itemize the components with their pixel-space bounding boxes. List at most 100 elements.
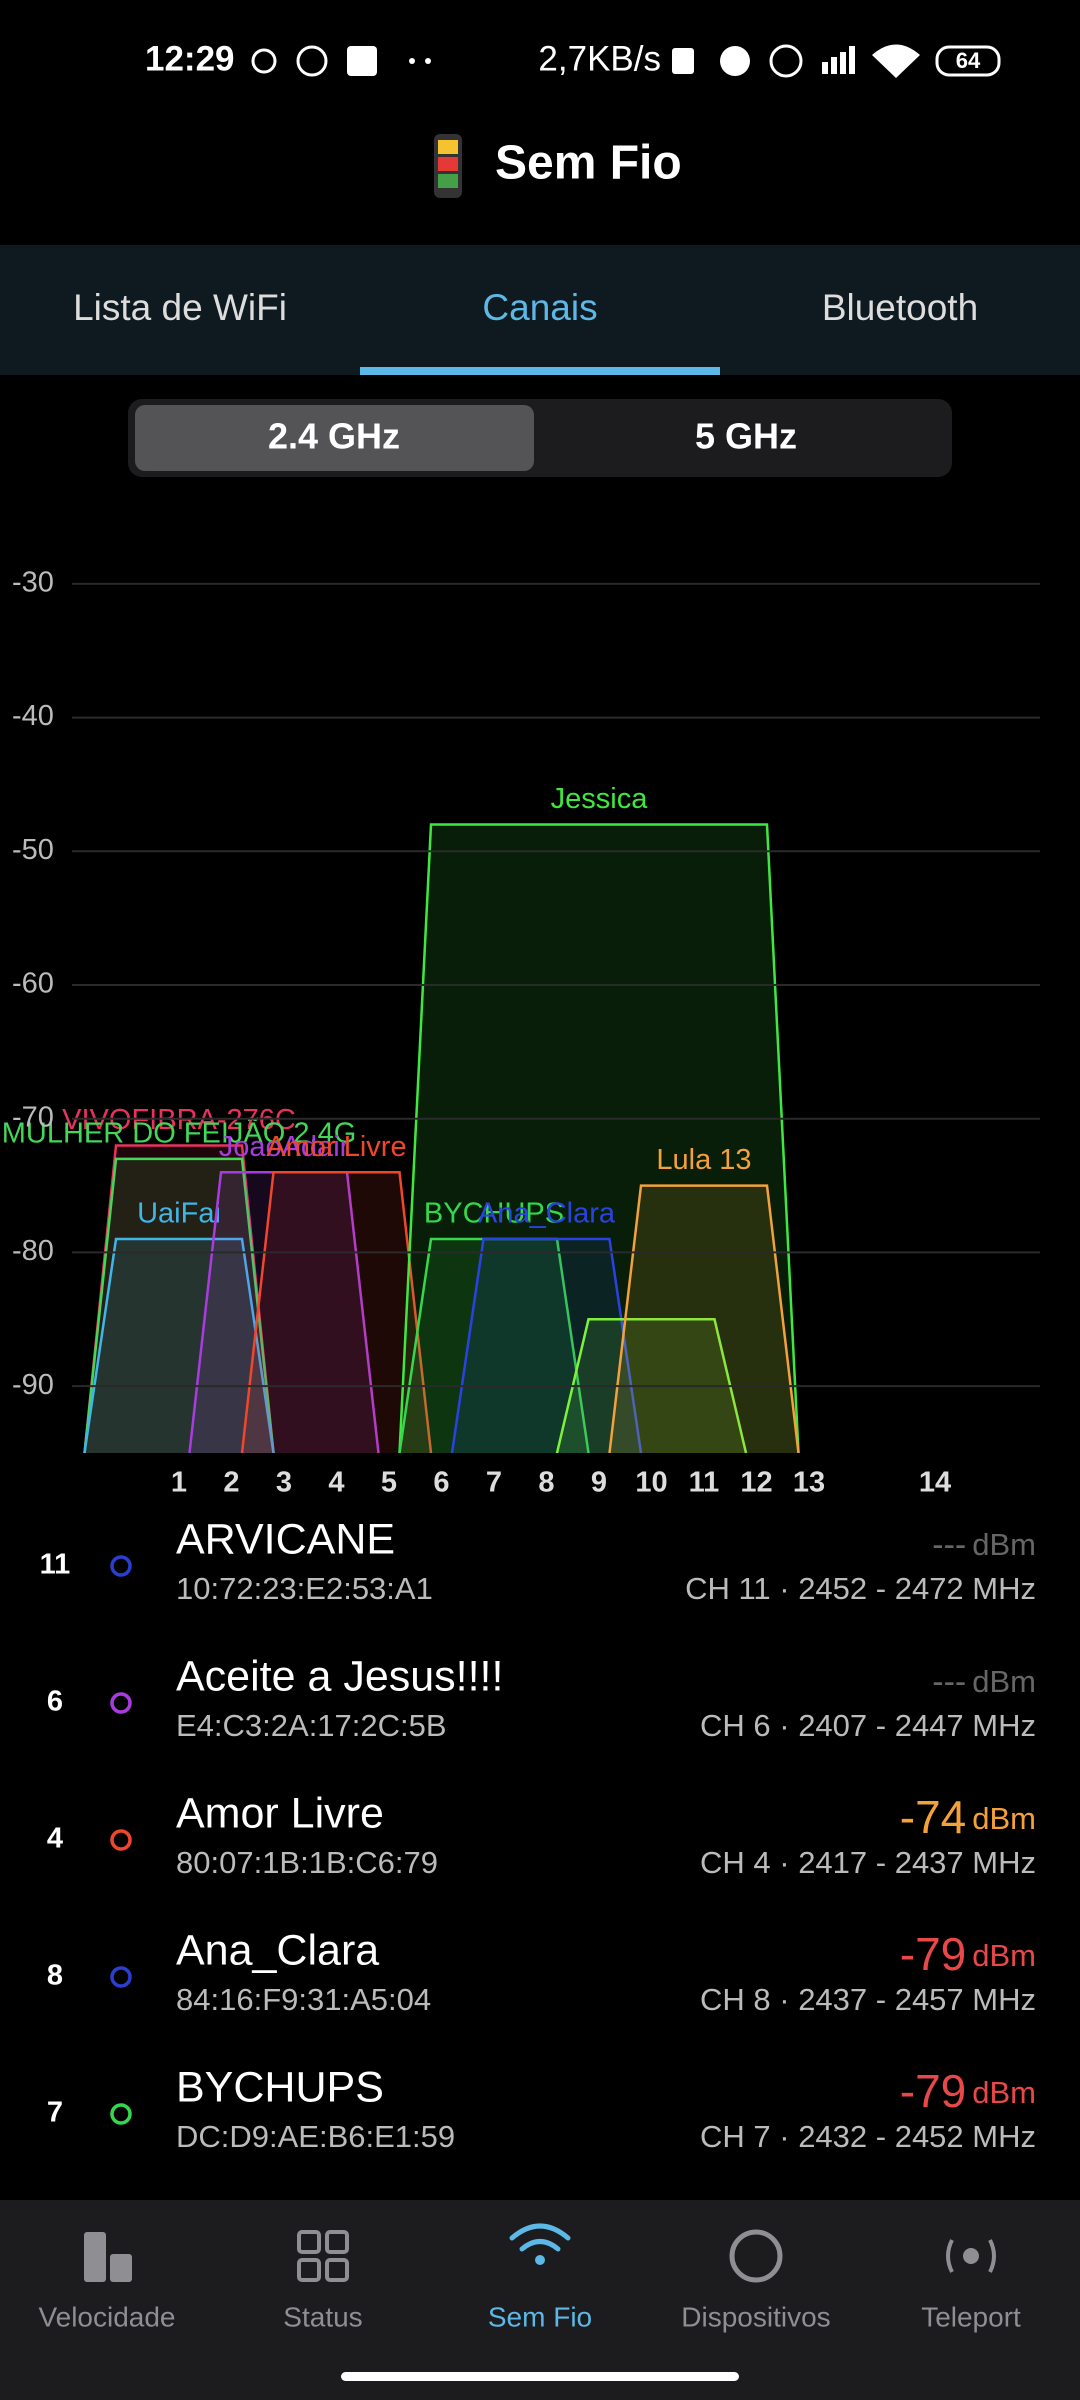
nav-label[interactable]: Velocidade bbox=[38, 2301, 175, 2332]
signal-bar bbox=[822, 62, 828, 74]
status-icon bbox=[297, 2230, 349, 2282]
network-color bbox=[110, 2103, 132, 2125]
logo-part bbox=[438, 140, 458, 154]
band-option[interactable]: 2.4 GHz bbox=[268, 416, 400, 457]
channel-number: 7 bbox=[47, 2097, 63, 2129]
nav-icons bbox=[84, 2223, 996, 2283]
x-tick-label: 7 bbox=[486, 1467, 502, 1499]
network-signal: -79 dBm bbox=[900, 2065, 1036, 2117]
network-label: Lula 13 bbox=[656, 1144, 751, 1176]
wifi-nav-dot bbox=[535, 2255, 545, 2265]
dot bbox=[409, 58, 415, 64]
channel-number: 4 bbox=[47, 1823, 63, 1855]
battery-icon bbox=[935, 45, 1001, 77]
x-tick-label: 10 bbox=[635, 1467, 667, 1499]
x-tick-label: 14 bbox=[919, 1467, 951, 1499]
signal-value: --- bbox=[932, 1663, 966, 1701]
x-tick-label: 2 bbox=[223, 1467, 239, 1499]
network-mac: 10:72:23:E2:53:A1 bbox=[176, 1571, 433, 1606]
nav-label-active[interactable]: Sem Fio bbox=[488, 2301, 592, 2332]
network-label: JoaoAdair bbox=[219, 1131, 350, 1163]
signal-unit: dBm bbox=[972, 1938, 1036, 1973]
logo-part bbox=[438, 174, 458, 188]
network-color bbox=[110, 1555, 132, 1577]
battery-level: 64 bbox=[956, 48, 981, 73]
network-signal: --- dBm bbox=[932, 1526, 1036, 1564]
network-signal: --- dBm bbox=[932, 1663, 1036, 1701]
x-tick-label: 11 bbox=[689, 1467, 720, 1499]
network-mac: E4:C3:2A:17:2C:5B bbox=[176, 1708, 447, 1743]
y-tick-label: -80 bbox=[12, 1235, 54, 1267]
status-icons bbox=[251, 44, 1001, 78]
network-signal: -74 dBm bbox=[900, 1791, 1036, 1843]
band-option[interactable]: 5 GHz bbox=[695, 416, 797, 457]
signal-value: -79 bbox=[900, 2065, 966, 2117]
signal-bar bbox=[831, 57, 837, 74]
network-mac: 84:16:F9:31:A5:04 bbox=[176, 1982, 431, 2017]
network-label: MULHER DO FEIJÃO 2.4G bbox=[2, 1115, 357, 1149]
y-tick-label: -60 bbox=[12, 968, 54, 1000]
tab-indicator bbox=[360, 367, 720, 375]
x-tick-label: 6 bbox=[433, 1467, 449, 1499]
y-tick-label: -40 bbox=[12, 700, 54, 732]
app-logo bbox=[434, 134, 462, 198]
roaming-icon bbox=[769, 44, 803, 78]
nav-label[interactable]: Dispositivos bbox=[681, 2301, 830, 2332]
x-tick-label: 4 bbox=[328, 1467, 344, 1499]
clock: 12:29 bbox=[145, 39, 235, 78]
call-icon bbox=[251, 48, 277, 74]
logo-part bbox=[438, 157, 458, 171]
x-tick-label: 3 bbox=[276, 1467, 292, 1499]
network-name: BYCHUPS bbox=[176, 2063, 384, 2111]
tab-active[interactable]: Canais bbox=[482, 287, 597, 328]
devices-icon bbox=[729, 2229, 783, 2283]
nav-label[interactable]: Teleport bbox=[921, 2301, 1021, 2332]
signal-unit: dBm bbox=[972, 2075, 1036, 2110]
vibrate-icon bbox=[672, 48, 694, 74]
tab[interactable]: Lista de WiFi bbox=[73, 287, 287, 328]
network-label: VIVOFIBRA-276C bbox=[62, 1104, 296, 1136]
network-trapezoid bbox=[83, 1237, 275, 1453]
x-tick-label: 12 bbox=[740, 1467, 772, 1499]
network-trapezoid bbox=[398, 823, 800, 1453]
teleport-waves bbox=[946, 2239, 996, 2273]
y-tick-label: -50 bbox=[12, 834, 54, 866]
network-label: Jessica bbox=[551, 783, 649, 815]
nav-label[interactable]: Status bbox=[283, 2301, 362, 2332]
whatsapp-icon bbox=[296, 45, 328, 77]
network-color bbox=[110, 1829, 132, 1851]
tab[interactable]: Bluetooth bbox=[822, 287, 978, 328]
network-trapezoid bbox=[240, 1170, 433, 1453]
y-tick-label: -30 bbox=[12, 567, 54, 599]
wifi-nav-icon bbox=[509, 2223, 571, 2252]
app-icon bbox=[347, 46, 377, 76]
signal-unit: dBm bbox=[972, 1527, 1036, 1562]
wifi-icon bbox=[872, 44, 920, 78]
network-info: CH 8 · 2437 - 2457 MHz bbox=[700, 1982, 1036, 2017]
header-title: Sem Fio bbox=[495, 137, 682, 190]
y-tick-label: -90 bbox=[12, 1369, 54, 1401]
signal-value: --- bbox=[932, 1526, 966, 1564]
band-selected[interactable] bbox=[135, 405, 534, 471]
network-trapezoid bbox=[608, 1184, 800, 1453]
signal-value: -79 bbox=[900, 1928, 966, 1980]
network-name: Aceite a Jesus!!!! bbox=[176, 1652, 503, 1700]
network-signal: -79 dBm bbox=[900, 1928, 1036, 1980]
signal-value: -74 bbox=[900, 1791, 966, 1843]
tab-bar bbox=[0, 245, 1080, 375]
x-tick-label: 8 bbox=[538, 1467, 554, 1499]
speed-icon bbox=[84, 2232, 106, 2282]
dot bbox=[425, 58, 431, 64]
channel-number: 11 bbox=[40, 1549, 71, 1581]
network-info: CH 11 · 2452 - 2472 MHz bbox=[685, 1571, 1036, 1606]
network-label: BYCHUPS bbox=[424, 1198, 564, 1230]
network-mac: 80:07:1B:1B:C6:79 bbox=[176, 1845, 438, 1880]
signal-bar bbox=[840, 52, 846, 74]
signal-unit: dBm bbox=[972, 1664, 1036, 1699]
x-tick-label: 9 bbox=[591, 1467, 607, 1499]
network-name: Amor Livre bbox=[176, 1789, 384, 1837]
alarm-icon bbox=[720, 46, 750, 76]
